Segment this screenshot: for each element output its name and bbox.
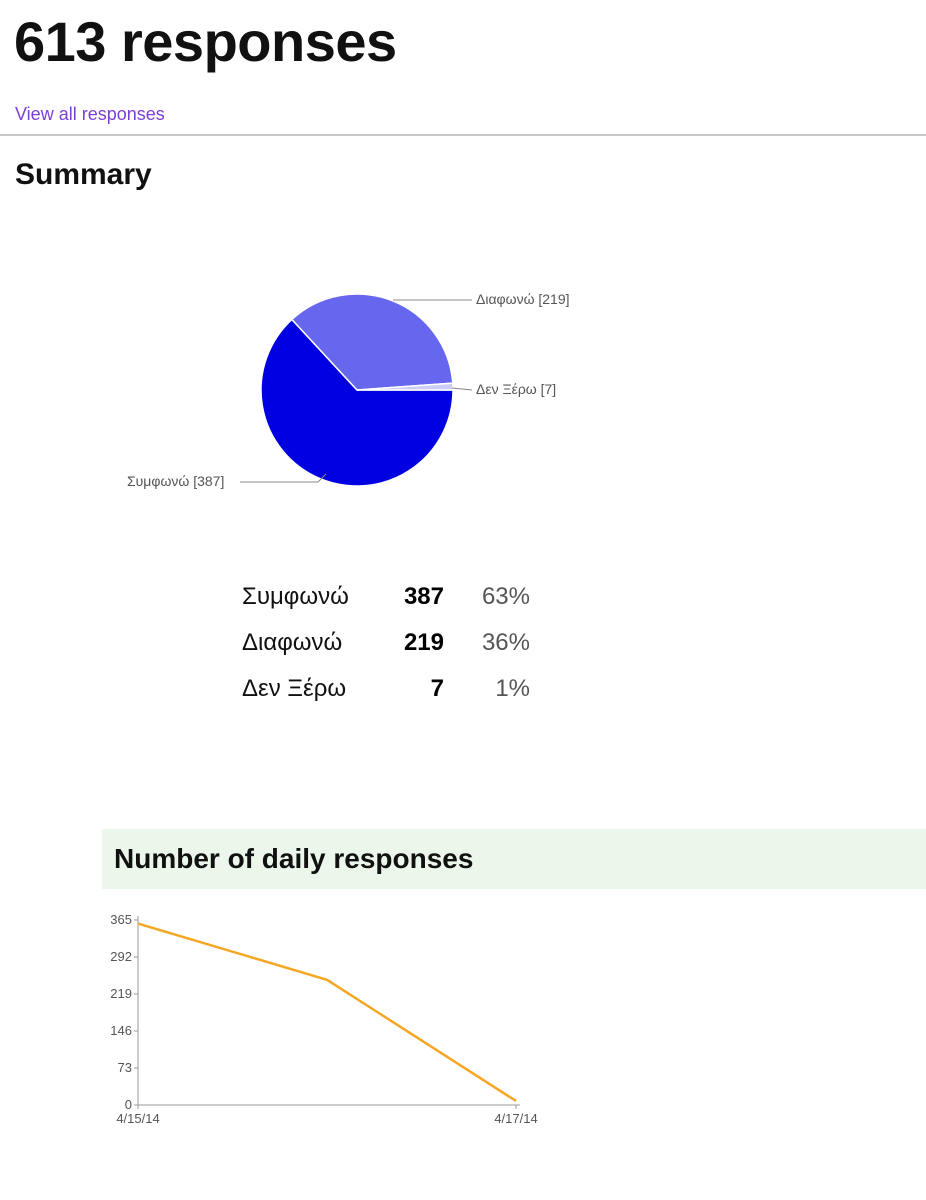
page-title: 613 responses (14, 10, 397, 73)
pie-slice-label: Συμφωνώ [387] (127, 473, 224, 489)
pie-slice (290, 293, 454, 391)
option-label: Δεν Ξέρω (242, 675, 347, 702)
pie-slice (356, 382, 454, 391)
pie-chart: Συμφωνώ [387] Διαφωνώ [219] Δεν Ξέρω [7] (127, 291, 570, 489)
summary-heading: Summary (15, 158, 152, 191)
daily-responses-heading: Number of daily responses (114, 843, 474, 874)
y-tick-label: 146 (110, 1023, 132, 1038)
view-all-responses-link[interactable]: View all responses (15, 104, 165, 124)
option-label: Συμφωνώ (242, 583, 349, 610)
option-percent: 36% (481, 629, 530, 656)
y-tick-label: 0 (125, 1097, 132, 1112)
responses-table: Συμφωνώ 387 63% Διαφωνώ 219 36% Δεν Ξέρω… (232, 574, 530, 712)
option-percent: 1% (495, 675, 530, 702)
table-row: Δεν Ξέρω 7 1% (232, 666, 530, 712)
y-tick-label: 365 (110, 912, 132, 927)
option-count: 7 (430, 675, 444, 702)
daily-responses-line-chart: 0 73 146 219 292 365 4/15/14 4/17/14 (110, 912, 537, 1126)
x-tick-label: 4/15/14 (116, 1111, 159, 1126)
pie-slice (260, 318, 454, 487)
pie-slice-label: Δεν Ξέρω [7] (476, 381, 556, 397)
divider (0, 134, 926, 136)
pie-label-leader (451, 387, 473, 391)
table-row: Διαφωνώ 219 36% (232, 620, 530, 666)
y-tick-label: 219 (110, 986, 132, 1001)
y-tick-label: 292 (110, 949, 132, 964)
x-tick-label: 4/17/14 (494, 1111, 537, 1126)
option-percent: 63% (481, 583, 530, 610)
pie-slice-label: Διαφωνώ [219] (476, 291, 570, 307)
y-tick-label: 73 (118, 1060, 132, 1075)
option-label: Διαφωνώ (242, 629, 343, 656)
pie-label-leader (240, 473, 327, 483)
table-row: Συμφωνώ 387 63% (232, 574, 530, 620)
daily-responses-header-band (102, 829, 926, 889)
option-count: 219 (403, 629, 444, 656)
option-count: 387 (403, 583, 444, 610)
series-line (137, 922, 517, 1102)
